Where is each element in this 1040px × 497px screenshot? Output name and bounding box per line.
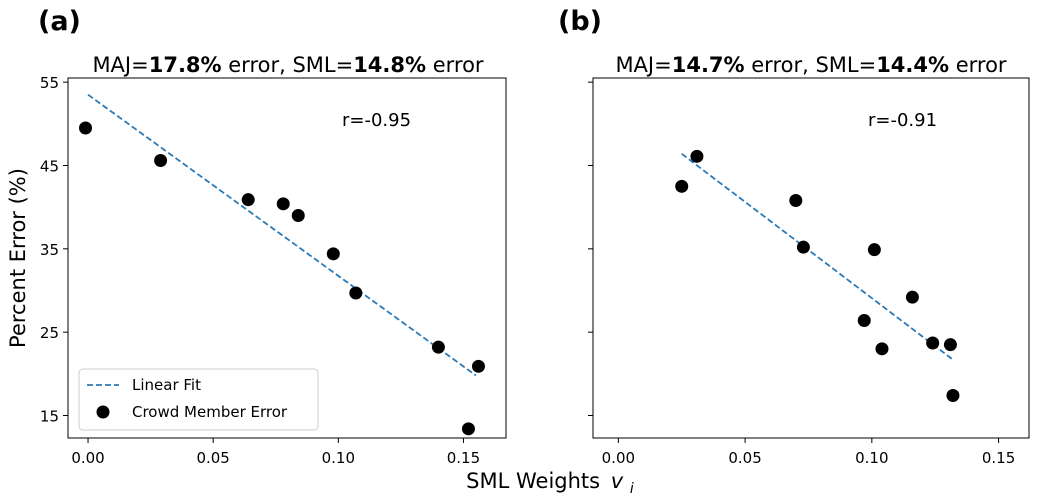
shared-x-axis-label-text: SML Weights [466, 469, 600, 493]
y-tick-label: 15 [40, 408, 59, 426]
y-axis-label: Percent Error (%) [6, 168, 30, 348]
legend-point-swatch [96, 405, 110, 419]
data-point [431, 340, 445, 354]
chart-title-part: 14.8% [353, 53, 426, 77]
chart-title: MAJ=17.8% error, SML=14.8% error [92, 53, 483, 77]
panel-label: (b) [558, 6, 602, 37]
data-point [675, 179, 689, 193]
shared-x-axis-label-var: v [611, 469, 624, 493]
x-tick-label: 0.00 [71, 449, 104, 467]
legend: Linear Fit Crowd Member Error [78, 368, 319, 431]
data-point [79, 121, 93, 135]
data-point [943, 338, 957, 352]
data-point [789, 194, 803, 207]
chart-title: MAJ=14.7% error, SML=14.4% error [615, 53, 1006, 77]
x-tick-label: 0.05 [728, 449, 761, 467]
panel-a: (a) MAJ=17.8% error, SML=14.8% error 0.00 0… [6, 6, 507, 467]
data-point [946, 389, 960, 402]
chart-title-part: error, SML= [745, 53, 877, 77]
plot-frame [67, 77, 507, 439]
data-point [326, 247, 340, 261]
x-tick-label: 0.10 [855, 449, 888, 467]
data-point [349, 286, 363, 300]
data-point [875, 342, 889, 356]
chart-title-part: 14.7% [672, 53, 745, 77]
legend-entry-label: Linear Fit [132, 376, 201, 394]
legend-entry-label: Crowd Member Error [132, 403, 288, 421]
panel-b: (b) MAJ=14.7% error, SML=14.4% error 0.00 0… [558, 6, 1030, 467]
x-tick-label: 0.05 [196, 449, 229, 467]
x-tick-label: 0.15 [447, 449, 480, 467]
chart-title-part: error, SML= [222, 53, 354, 77]
data-point [291, 209, 305, 222]
legend-box [78, 368, 319, 431]
correlation-annotation: r=-0.95 [342, 110, 411, 131]
linear-fit-line [681, 153, 954, 361]
data-point [154, 154, 168, 167]
data-point [461, 422, 475, 436]
shared-x-axis-label-sub: i [630, 481, 634, 497]
x-tick-label: 0.10 [322, 449, 355, 467]
y-tick-label: 45 [40, 158, 59, 176]
chart-title-part: 17.8% [149, 53, 222, 77]
y-tick-label: 35 [40, 241, 59, 259]
panel-label: (a) [38, 6, 81, 37]
data-point [241, 193, 255, 207]
data-point [905, 290, 919, 304]
y-tick-label: 25 [40, 324, 59, 342]
linear-fit-line [87, 93, 477, 377]
data-point [857, 314, 871, 327]
plot-frame [592, 77, 1030, 439]
data-point [471, 359, 485, 373]
chart-title-part: MAJ= [92, 53, 148, 77]
chart-title-part: error [949, 53, 1007, 77]
x-tick-label: 0.15 [982, 449, 1015, 467]
data-point [276, 197, 290, 211]
data-point [926, 336, 940, 350]
chart-title-part: 14.4% [876, 53, 949, 77]
chart-title-part: MAJ= [615, 53, 671, 77]
data-point [867, 243, 881, 257]
correlation-annotation: r=-0.91 [868, 110, 937, 131]
shared-x-axis-label: SML Weights v i [466, 469, 634, 497]
data-point [796, 240, 810, 254]
data-point [690, 149, 704, 163]
x-tick-label: 0.00 [602, 449, 635, 467]
y-tick-label: 55 [40, 74, 59, 92]
chart-title-part: error [426, 53, 484, 77]
